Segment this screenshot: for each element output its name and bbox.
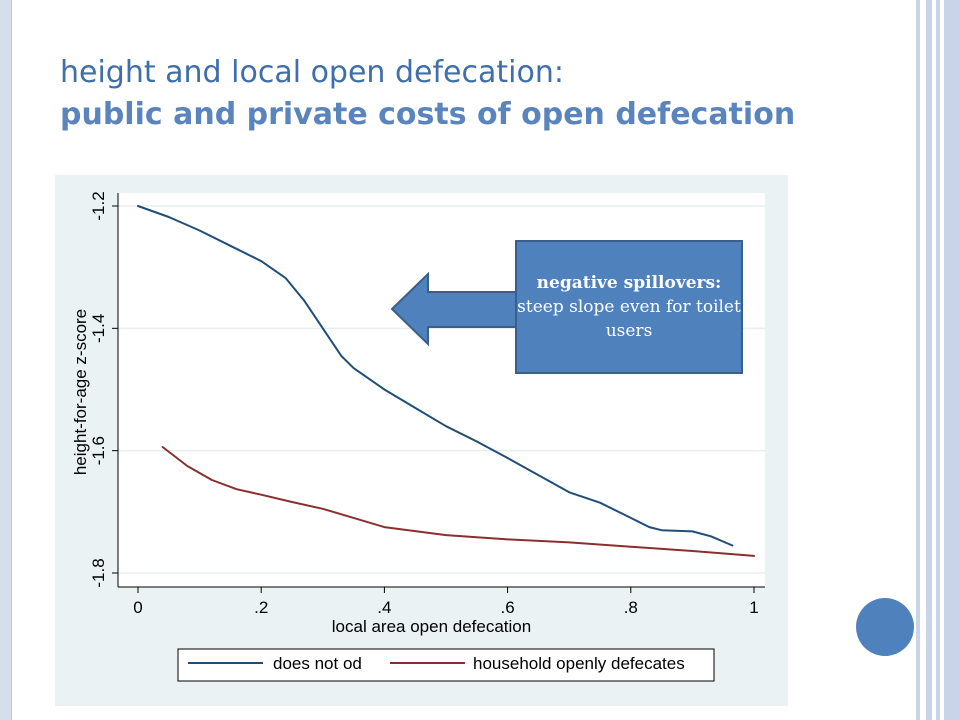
x-tick-label: .4 [377,598,391,617]
callout-body: steep slope even for toilet users [517,297,741,341]
series-line-2 [161,446,755,557]
slide-title-block: height and local open defecation: public… [60,52,880,136]
callout-box: negative spillovers: steep slope even fo… [515,240,743,374]
y-tick-label: -1.6 [89,436,108,465]
x-axis-title: local area open defecation [332,617,531,636]
left-arrow-icon [390,272,519,347]
slide-subtitle: public and private costs of open defecat… [60,97,796,132]
slide-right-frame [916,0,960,720]
y-tick-label: -1.4 [89,314,108,343]
x-tick-label: .6 [501,598,515,617]
slide-left-frame [0,0,12,720]
decorative-circle [856,598,914,656]
y-axis-title: height-for-age z-score [71,309,90,475]
frame-stripe [936,0,940,720]
y-tick-label: -1.8 [89,558,108,587]
x-tick-label: .2 [254,598,268,617]
x-tick-label: 0 [133,598,142,617]
legend-label: household openly defecates [473,654,685,673]
x-tick-label: .8 [624,598,638,617]
y-tick-label: -1.2 [89,191,108,220]
frame-stripe [926,0,932,720]
frame-stripe [916,0,920,720]
legend-label: does not od [273,654,362,673]
slide-title: height and local open defecation: [60,55,564,90]
callout-heading: negative spillovers: [536,273,722,293]
frame-stripe [944,0,960,720]
x-tick-label: 1 [749,598,758,617]
series-line-1 [137,205,734,547]
legend-box [177,648,715,682]
